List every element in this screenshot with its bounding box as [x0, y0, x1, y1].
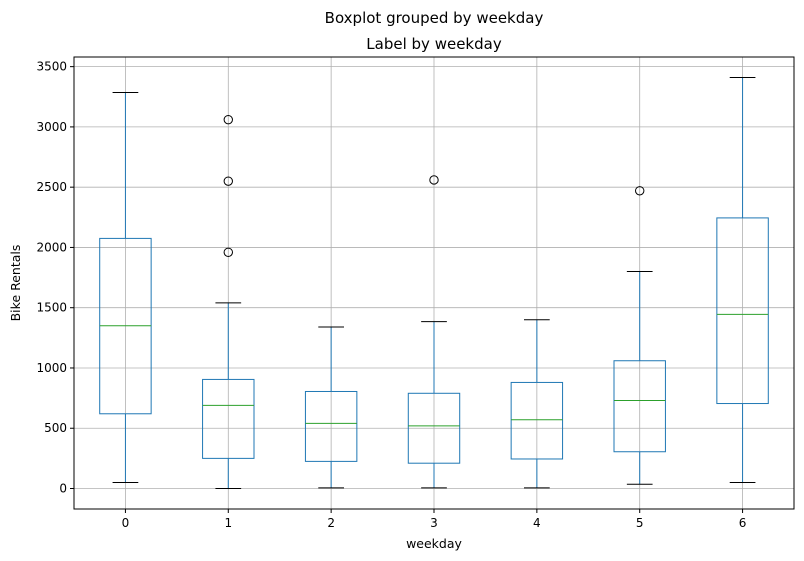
y-tick-label: 500 [44, 421, 67, 435]
outlier-point [223, 114, 233, 125]
box-1 [202, 114, 255, 490]
y-tick-label: 0 [59, 482, 67, 496]
iqr-box [304, 390, 358, 462]
chart-title: Label by weekday [366, 35, 502, 53]
box-2 [304, 326, 358, 489]
iqr-box [613, 360, 666, 453]
x-tick-label: 1 [224, 516, 232, 530]
y-tick-label: 1500 [36, 301, 67, 315]
y-tick-label: 3500 [36, 60, 67, 74]
x-tick-label: 5 [636, 516, 644, 530]
x-tick-label: 6 [739, 516, 747, 530]
x-tick-label: 0 [122, 516, 130, 530]
outlier-point [223, 247, 233, 257]
x-tick-label: 3 [430, 516, 438, 530]
box-4 [510, 319, 564, 489]
boxes [99, 76, 769, 490]
grid-lines [74, 57, 794, 509]
axis-ticks: 0 500 1000 1500 2000 2500 3000 3500 0 1 2 3 4 5 6 [36, 60, 746, 530]
box-0 [99, 92, 152, 483]
box-6 [716, 76, 769, 483]
chart-suptitle: Boxplot grouped by weekday [325, 9, 544, 27]
iqr-box [510, 381, 564, 460]
y-axis-label: Bike Rentals [8, 245, 23, 322]
box-5 [613, 186, 666, 485]
y-tick-label: 1000 [36, 361, 67, 375]
x-tick-label: 4 [533, 516, 541, 530]
y-tick-label: 2500 [36, 180, 67, 194]
x-tick-label: 2 [327, 516, 335, 530]
outlier-point [429, 175, 439, 185]
y-tick-label: 3000 [36, 120, 67, 134]
iqr-box [407, 392, 461, 464]
y-tick-label: 2000 [36, 240, 67, 254]
iqr-box [716, 217, 769, 405]
x-axis-label: weekday [406, 536, 462, 551]
outlier-point [223, 176, 233, 186]
box-3 [407, 175, 461, 489]
iqr-box [202, 378, 255, 459]
outlier-point [635, 186, 645, 196]
